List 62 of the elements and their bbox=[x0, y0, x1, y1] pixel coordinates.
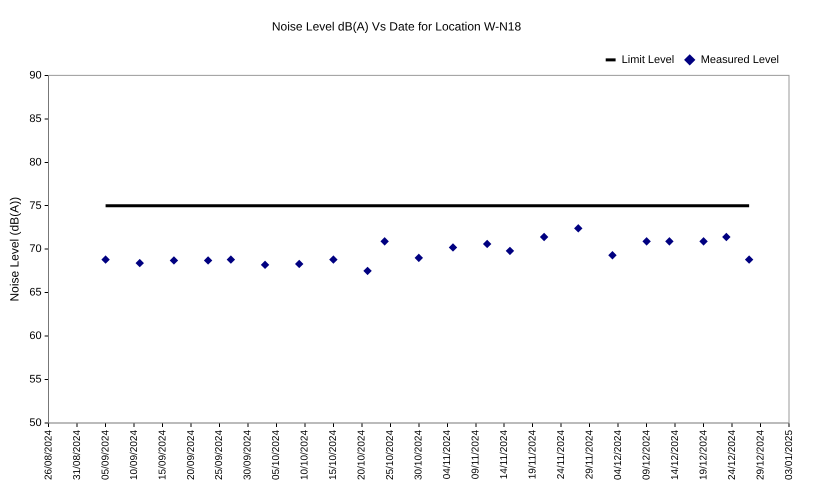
legend-label: Measured Level bbox=[700, 54, 780, 66]
x-tick-label: 25/10/2024 bbox=[385, 430, 396, 480]
point bbox=[700, 237, 708, 246]
point bbox=[102, 256, 110, 264]
x-tick-label: 20/10/2024 bbox=[356, 430, 368, 480]
x-tick-label: 31/08/2024 bbox=[72, 430, 83, 480]
y-tick-label: 80 bbox=[29, 156, 42, 168]
y-tick-label: 75 bbox=[29, 200, 42, 212]
legend-label: Limit Level bbox=[622, 54, 674, 66]
x-tick-label: 14/11/2024 bbox=[498, 430, 510, 480]
x-tick-label: 26/08/2024 bbox=[43, 430, 54, 480]
point bbox=[261, 260, 270, 269]
point bbox=[608, 251, 616, 260]
point bbox=[483, 240, 492, 248]
point bbox=[665, 237, 674, 246]
point bbox=[414, 254, 423, 262]
point bbox=[204, 256, 212, 264]
x-tick-label: 05/10/2024 bbox=[271, 430, 282, 480]
x-tick-label: 24/12/2024 bbox=[726, 430, 738, 480]
x-tick-label: 09/11/2024 bbox=[470, 430, 482, 480]
x-tick-label: 14/12/2024 bbox=[670, 430, 681, 480]
point bbox=[506, 246, 514, 255]
y-tick-label: 70 bbox=[29, 243, 42, 256]
x-tick-label: 04/12/2024 bbox=[612, 430, 624, 480]
y-tick-label: 65 bbox=[29, 286, 42, 299]
point bbox=[170, 256, 178, 264]
chart-title: Noise Level dB(A) Vs Date for Location W-N18 bbox=[272, 20, 522, 34]
x-tick-label: 19/12/2024 bbox=[698, 430, 710, 480]
x-tick-label: 24/11/2024 bbox=[556, 430, 567, 480]
y-tick-label: 60 bbox=[29, 330, 42, 342]
x-tick-label: 29/11/2024 bbox=[584, 430, 596, 480]
x-tick-label: 15/10/2024 bbox=[328, 430, 340, 480]
y-tick-label: 85 bbox=[29, 112, 42, 125]
x-tick-label: 09/12/2024 bbox=[641, 430, 652, 480]
point bbox=[380, 237, 389, 246]
point bbox=[364, 266, 372, 275]
y-tick-label: 90 bbox=[29, 69, 42, 82]
x-tick-label: 10/09/2024 bbox=[128, 430, 140, 480]
point bbox=[642, 237, 651, 246]
point bbox=[540, 233, 548, 242]
x-tick-label: 25/09/2024 bbox=[214, 430, 226, 480]
x-tick-label: 03/01/2025 bbox=[784, 430, 795, 480]
x-tick-label: 04/11/2024 bbox=[442, 430, 454, 480]
x-tick-label: 05/09/2024 bbox=[100, 430, 112, 480]
point bbox=[574, 224, 582, 232]
y-axis-title: Noise Level (dB(A)) bbox=[8, 196, 22, 302]
point bbox=[448, 243, 457, 252]
x-tick-label: 15/09/2024 bbox=[157, 430, 168, 480]
x-tick-label: 19/11/2024 bbox=[527, 430, 538, 480]
y-tick-label: 50 bbox=[29, 416, 42, 429]
x-tick-label: 30/10/2024 bbox=[414, 430, 425, 480]
point bbox=[295, 260, 304, 268]
x-tick-label: 10/10/2024 bbox=[300, 430, 311, 480]
point bbox=[226, 256, 235, 264]
x-tick-label: 20/09/2024 bbox=[186, 430, 197, 480]
point bbox=[745, 256, 754, 264]
x-tick-label: 30/09/2024 bbox=[242, 430, 254, 480]
point bbox=[722, 233, 730, 242]
point bbox=[136, 259, 144, 268]
point bbox=[329, 256, 338, 264]
x-tick-label: 29/12/2024 bbox=[755, 430, 766, 480]
y-tick-label: 55 bbox=[29, 374, 42, 386]
